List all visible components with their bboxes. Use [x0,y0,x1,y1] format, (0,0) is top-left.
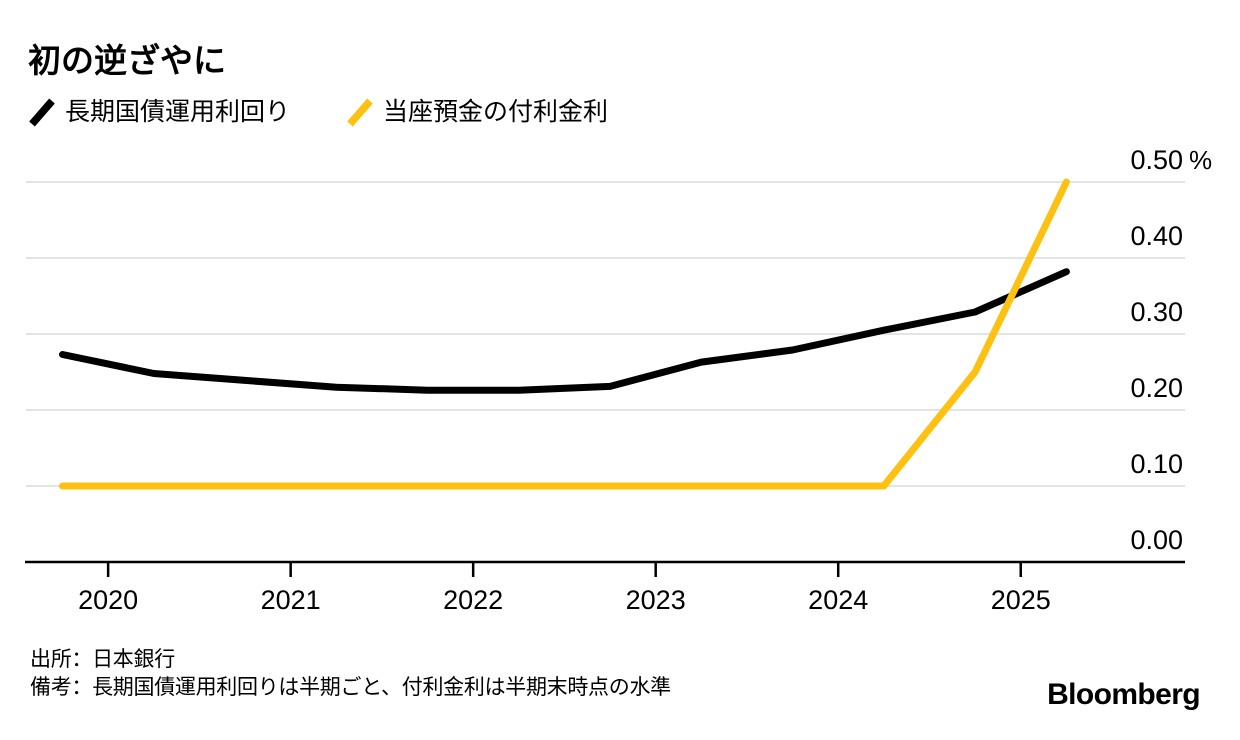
legend-item-deposit-rate: 当座預金の付利金利 [346,96,608,128]
y-axis-unit-label: % [1189,145,1212,175]
black-line-swatch-icon [29,98,55,127]
chart-legend: 長期国債運用利回り 当座預金の付利金利 [28,96,608,128]
legend-label-deposit-rate: 当座預金の付利金利 [383,97,609,126]
remark-note: 備考：長期国債運用利回りは半期ごと、付利金利は半期末時点の水準 [30,676,671,699]
x-tick-label: 2024 [808,585,868,615]
y-tick-label: 0.50 [1130,145,1183,175]
legend-label-jgb-yield: 長期国債運用利回り [65,97,291,126]
y-tick-label: 0.10 [1130,449,1183,479]
bloomberg-logo: Bloomberg [1047,678,1201,711]
y-tick-label: 0.30 [1130,297,1183,327]
x-tick-label: 2020 [78,585,138,615]
y-tick-label: 0.00 [1130,525,1183,555]
x-tick-label: 2023 [626,585,686,615]
chart-title: 初の逆ざやに [28,42,226,79]
legend-item-jgb-yield: 長期国債運用利回り [28,96,290,128]
x-tick-label: 2021 [261,585,321,615]
yellow-line-swatch-icon [347,98,373,127]
series-line-jgb-yield [59,268,1070,394]
source-note: 出所：日本銀行 [30,648,175,671]
series-line-deposit-rate [59,178,1070,490]
y-tick-label: 0.20 [1130,373,1183,403]
x-tick-label: 2022 [443,585,503,615]
y-tick-label: 0.40 [1130,221,1183,251]
chart-footer: 出所：日本銀行 備考：長期国債運用利回りは半期ごと、付利金利は半期末時点の水準 [30,646,671,702]
x-tick-label: 2025 [991,585,1051,615]
